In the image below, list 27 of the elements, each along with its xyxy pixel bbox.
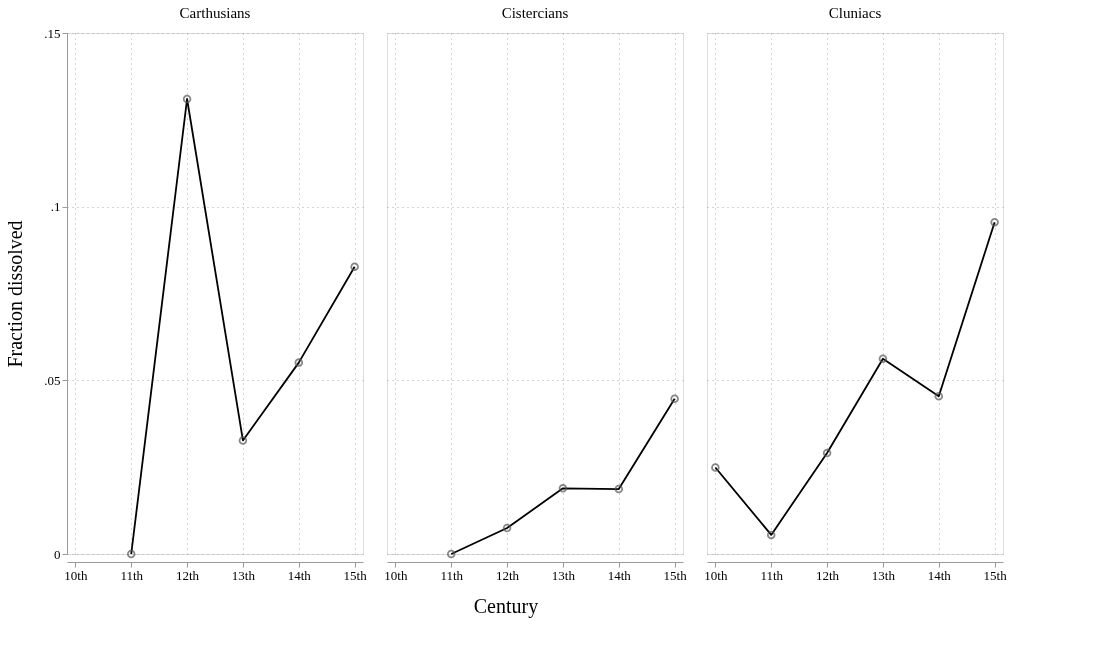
x-tick-label: 10th	[64, 567, 88, 583]
chart-title: Cistercians	[501, 5, 569, 21]
chart-title: Carthusians	[179, 5, 251, 21]
x-tick-label: 15th	[663, 567, 688, 583]
x-tick-label: 13th	[231, 567, 256, 583]
x-tick-label: 15th	[983, 567, 1008, 583]
x-tick-label: 10th	[384, 567, 408, 583]
x-tick-label: 12th	[816, 567, 840, 583]
x-tick-label: 11th	[120, 567, 144, 583]
x-tick-label: 12th	[496, 567, 520, 583]
x-tick-label: 14th	[607, 567, 632, 583]
y-tick-label: .05	[44, 372, 61, 388]
y-axis-title: Fraction dissolved	[4, 220, 27, 368]
x-tick-label: 14th	[927, 567, 952, 583]
chart-title: Cluniacs	[828, 5, 882, 21]
x-tick-label: 10th	[704, 567, 728, 583]
y-tick-label: .1	[50, 199, 61, 215]
x-axis-title: Century	[473, 594, 539, 618]
x-tick-label: 15th	[343, 567, 368, 583]
x-tick-label: 12th	[176, 567, 200, 583]
y-tick-label: .15	[44, 25, 61, 41]
x-tick-label: 14th	[287, 567, 312, 583]
x-tick-label: 11th	[440, 567, 464, 583]
y-tick-label: 0	[54, 546, 61, 562]
x-tick-label: 13th	[871, 567, 896, 583]
x-tick-label: 13th	[551, 567, 576, 583]
x-tick-label: 11th	[760, 567, 784, 583]
